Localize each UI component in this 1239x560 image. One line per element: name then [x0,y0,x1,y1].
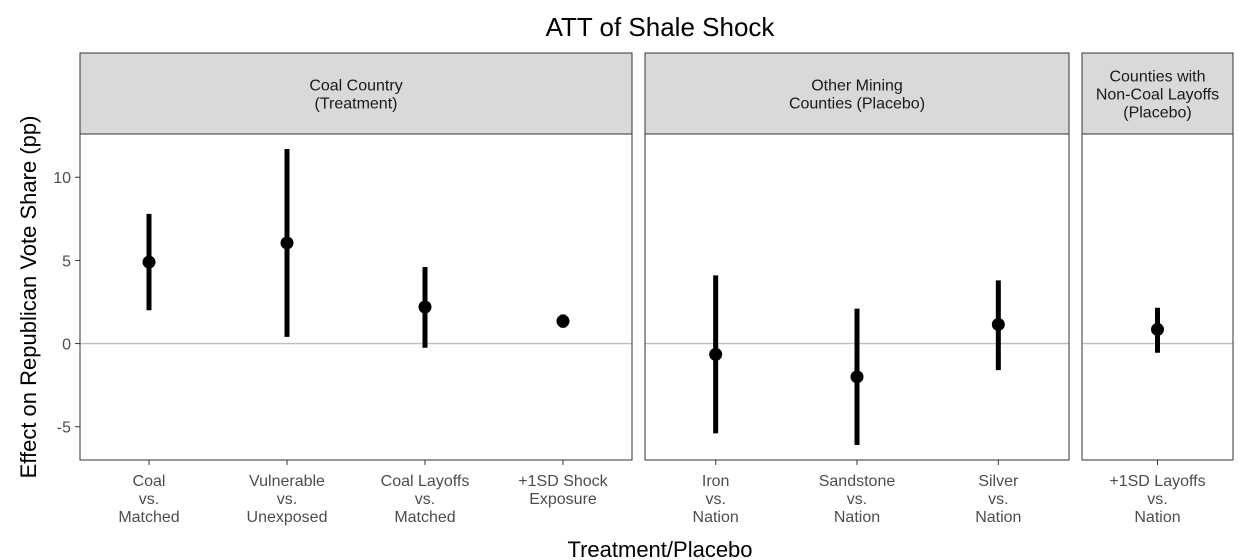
x-axis-title: Treatment/Placebo [567,537,752,560]
plot-area: -5 0 5 10 Coal Country (Treatment) Coal vs. Matc… [53,52,1234,526]
panel-border-0 [79,133,633,461]
y-axis-title: Effect on Republican Vote Share (pp) [16,116,41,479]
x-tick-label-1-1: Sandstone vs. Nation [819,473,896,526]
x-tick-label-0-3: +1SD Shock Exposure [518,473,608,508]
x-tick-label-2-0: +1SD Layoffs vs. Nation [1109,473,1205,526]
y-tick-label-0: -5 [57,420,71,437]
x-tick-label-0-1: Vulnerable vs. Unexposed [247,473,328,526]
x-tick-label-1-0: Iron vs. Nation [693,473,739,526]
panel-1: Other Mining Counties (Placebo) Iron vs. Nat… [644,52,1070,526]
y-tick-label-2: 5 [62,253,71,270]
panel-background-2 [1082,134,1233,460]
panel-strip-label-1: Other Mining Counties (Placebo) [789,78,925,113]
panel-background-0 [80,134,632,460]
x-tick-label-0-0: Coal vs. Matched [118,473,179,526]
point-estimate-0-1 [280,236,294,250]
y-tick-label-1: 0 [62,337,71,354]
panel-border-2 [1081,133,1234,461]
panel-strip-0 [79,52,633,135]
panel-border-1 [644,133,1070,461]
point-estimate-1-1 [850,370,864,384]
y-tick-label-3: 10 [53,170,71,187]
panel-strip-label-2: Counties with Non-Coal Layoffs (Placebo) [1096,69,1219,122]
panel-2: Counties with Non-Coal Layoffs (Placebo) +1… [1081,52,1234,526]
x-tick-label-1-2: Silver vs. Nation [975,473,1021,526]
point-estimate-1-0 [709,347,723,361]
x-tick-label-0-2: Coal Layoffs vs. Matched [381,473,470,526]
panel-strip-label-0: Coal Country (Treatment) [309,78,402,113]
point-estimate-0-2 [418,300,432,314]
point-estimate-2-0 [1151,322,1164,336]
panel-0: Coal Country (Treatment) Coal vs. Matched Vul… [79,52,633,526]
point-estimate-1-2 [991,317,1005,331]
point-estimate-0-0 [142,255,156,269]
panel-strip-2 [1081,52,1234,135]
chart-title: ATT of Shale Shock [546,12,776,42]
point-estimate-0-3 [556,314,570,328]
